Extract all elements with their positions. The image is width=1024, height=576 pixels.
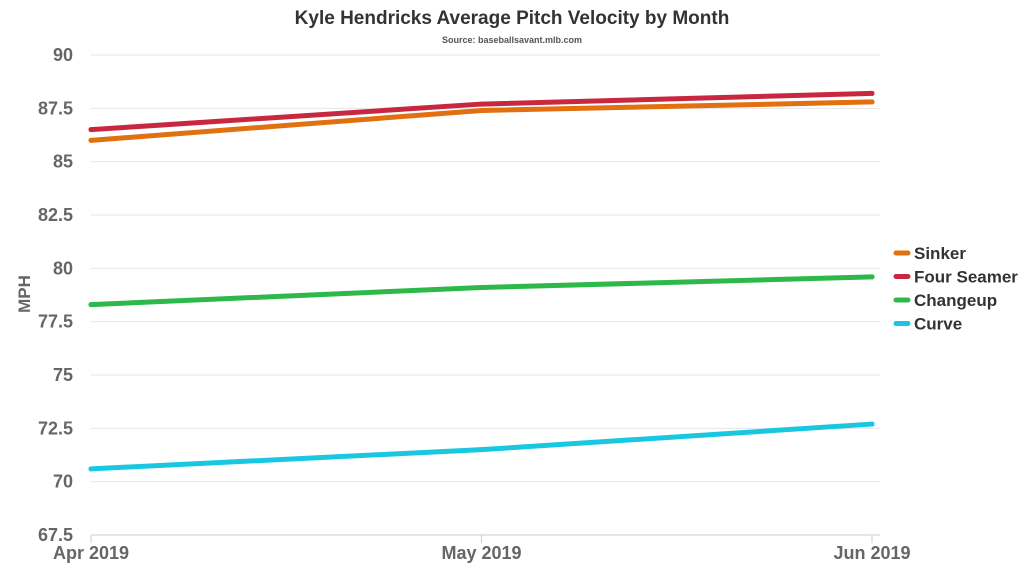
y-tick-label: 85 (53, 152, 73, 172)
legend-label-changeup: Changeup (914, 291, 997, 310)
data-point-changeup (88, 302, 94, 308)
x-axis-ticks: Apr 2019 May 2019 Jun 2019 (53, 535, 911, 563)
chart-title: Kyle Hendricks Average Pitch Velocity by… (295, 8, 730, 29)
series-lines (88, 90, 875, 472)
y-axis-ticks: 90 87.5 85 82.5 80 77.5 75 72.5 70 67.5 (38, 45, 73, 545)
x-tick-label: Apr 2019 (53, 543, 129, 563)
data-point-sinker (869, 99, 875, 105)
y-tick-label: 82.5 (38, 205, 73, 225)
data-point-sinker (88, 137, 94, 143)
data-point-four-seamer (479, 101, 484, 107)
y-tick-label: 72.5 (38, 418, 73, 438)
data-point-changeup (869, 274, 875, 280)
data-point-curve (869, 421, 875, 427)
series-line-changeup (88, 274, 875, 308)
data-point-curve (88, 466, 94, 472)
chart-subtitle: Source: baseballsavant.mlb.com (442, 35, 582, 45)
data-point-changeup (479, 285, 484, 291)
y-tick-label: 75 (53, 365, 73, 385)
legend: Sinker Four Seamer Changeup Curve (893, 244, 1018, 334)
y-tick-label: 77.5 (38, 312, 73, 332)
legend-label-curve: Curve (914, 315, 962, 334)
y-tick-label: 90 (53, 45, 73, 65)
series-line-curve (88, 421, 875, 472)
data-point-four-seamer (869, 90, 875, 96)
x-tick-label: May 2019 (441, 543, 521, 563)
y-tick-label: 87.5 (38, 98, 73, 118)
y-tick-label: 67.5 (38, 525, 73, 545)
data-point-sinker (479, 107, 484, 113)
y-tick-label: 70 (53, 472, 73, 492)
y-axis-label: MPH (15, 275, 34, 313)
y-tick-label: 80 (53, 258, 73, 278)
legend-label-sinker: Sinker (914, 244, 966, 263)
data-point-four-seamer (88, 127, 94, 133)
data-point-curve (479, 447, 484, 453)
gridlines (91, 54, 880, 536)
legend-label-four-seamer: Four Seamer (914, 268, 1018, 287)
x-tick-label: Jun 2019 (833, 543, 910, 563)
